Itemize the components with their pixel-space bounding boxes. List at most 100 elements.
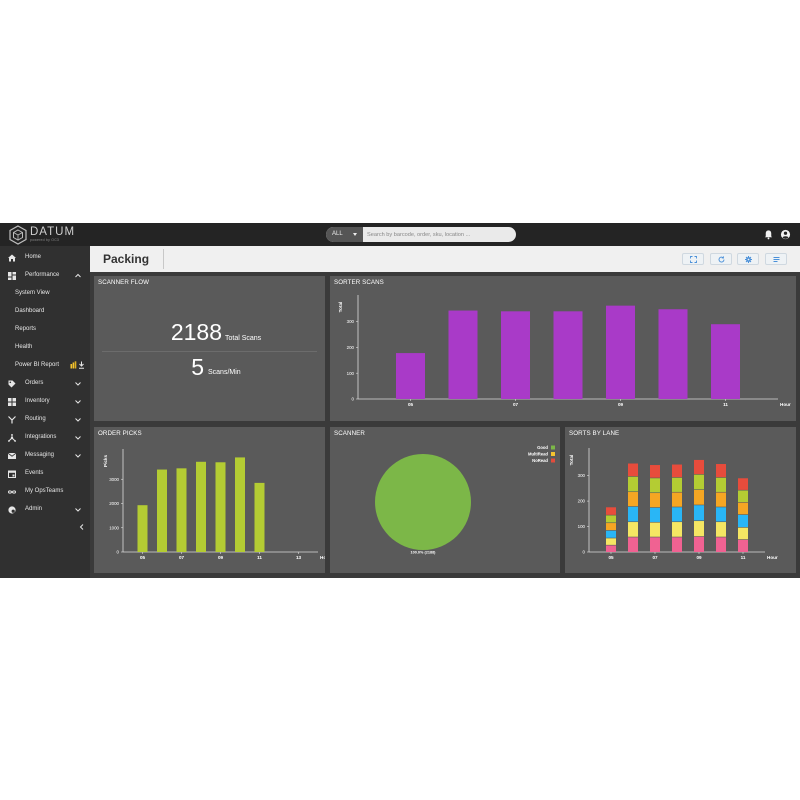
x-axis-title: Hour [767,555,778,560]
sidebar-item-label: Messaging [25,452,55,458]
sidebar-item-label: Inventory [25,398,50,404]
sidebar-item-label: System View [15,290,50,296]
routing-icon [8,416,16,424]
dashboard-icon [8,272,16,280]
stacked-bar-segment [716,522,726,537]
stacked-bar-segment [672,492,682,507]
legend-swatch [551,452,555,456]
bar [196,461,206,552]
y-tick-label: 0 [117,550,120,555]
pie-data-label: 100.0% (2188) [411,551,437,555]
bar [606,305,635,399]
sorter-scans-chart: 0 100 200 300 05 07 09 11 Hour Total [338,295,791,407]
sidebar-item-label: Events [25,470,44,476]
stacked-bar-segment [628,537,638,552]
stacked-bar-segment [628,492,638,507]
stacked-bar-segment [606,523,616,531]
x-tick-label: 11 [723,402,728,407]
chevron-down-icon [75,508,81,512]
y-tick-label: 3000 [109,477,119,482]
stacked-bar-segment [650,522,660,537]
y-tick-label: 0 [352,397,355,402]
sidebar-item-label: Routing [25,416,46,422]
sorts-by-lane-panel: SORTS BY LANE 0 100 200 300 05 07 09 11 Hour Tota… [565,427,796,573]
admin-icon [8,506,16,514]
menu-button[interactable] [765,253,787,265]
sidebar-item-label: Admin [25,506,43,512]
scanner-flow-panel: SCANNER FLOW 2188 Total Scans 5 Scans/Mi… [94,276,325,421]
collapse-sidebar-icon[interactable] [79,524,85,530]
power-bi-download-icons[interactable] [70,361,86,369]
bar [157,469,167,552]
y-axis-title: Picks [103,455,108,467]
top-bar: DATUM powered by OC3 ALL [0,223,800,246]
sidebar-item-label: Health [15,344,33,350]
calendar-icon [8,470,16,478]
legend-swatch [551,445,555,450]
account-icon[interactable] [780,229,791,240]
stacked-bar-segment [650,465,660,478]
chevron-down-icon [75,400,81,404]
stacked-bar-segment [606,515,616,523]
grid-icon [8,398,16,406]
datum-logo[interactable]: DATUM powered by OC3 [8,225,88,245]
stacked-bar-segment [606,545,616,552]
sidebar-item-reports[interactable]: Reports [0,321,90,339]
bell-icon[interactable] [763,229,774,240]
home-icon [8,254,16,262]
fullscreen-button[interactable] [682,253,704,265]
scans-per-min-label: Scans/Min [208,369,241,376]
x-tick-label: 09 [218,555,224,560]
sidebar-item-label: Reports [15,326,37,332]
logo-subtext: powered by OC3 [30,238,60,242]
total-scans-label: Total Scans [225,335,262,342]
pie-slice [375,454,471,550]
sidebar-item-orders[interactable]: Orders [0,375,90,393]
sidebar-item-dashboard[interactable]: Dashboard [0,303,90,321]
search-input[interactable] [364,227,516,242]
sidebar-item-events[interactable]: Events [0,465,90,483]
stacked-bar-segment [650,478,660,493]
stacked-bar-segment [694,489,704,505]
scanner-panel: SCANNER 100.0% (2188) Good MultiRead NoRead [330,427,560,573]
stacked-bar-segment [672,537,682,552]
sidebar-item-performance[interactable]: Performance [0,267,90,285]
page-title: Packing [103,252,150,266]
infinity-icon [8,490,16,494]
stacked-bar-segment [628,522,638,537]
sidebar-item-label: Home [25,254,42,260]
datum-logo-icon [9,225,27,245]
sidebar-item-home[interactable]: Home [0,249,90,267]
x-axis-title: Hour [780,402,791,407]
sidebar-item-admin[interactable]: Admin [0,501,90,519]
hub-icon [8,434,16,442]
bar [553,311,583,399]
stacked-bar-segment [606,507,616,515]
sidebar-item-health[interactable]: Health [0,339,90,357]
settings-button[interactable] [737,253,759,265]
search-scope-dropdown[interactable]: ALL [326,227,363,242]
sidebar-item-inventory[interactable]: Inventory [0,393,90,411]
sidebar-item-messaging[interactable]: Messaging [0,447,90,465]
panel-title: ORDER PICKS [98,430,142,437]
stacked-bar-segment [650,493,660,508]
chevron-down-icon [75,436,81,440]
sidebar-item-label: Power BI Report [15,362,60,368]
x-tick-label: 07 [652,555,658,560]
stacked-bar-segment [628,476,638,492]
sidebar-item-system-view[interactable]: System View [0,285,90,303]
bar [235,457,245,552]
stacked-bar-segment [716,477,726,492]
stacked-bar-segment [694,521,704,537]
refresh-button[interactable] [710,253,732,265]
chevron-down-icon [75,382,81,386]
y-tick-label: 100 [578,524,586,529]
stacked-bar-segment [716,507,726,522]
stacked-bar-segment [694,474,704,490]
sidebar-item-power-bi-report[interactable]: Power BI Report [0,357,90,375]
sidebar-item-integrations[interactable]: Integrations [0,429,90,447]
stacked-bar-segment [738,502,748,515]
sidebar-item-routing[interactable]: Routing [0,411,90,429]
sidebar-item-my-opsteams[interactable]: My OpsTeams [0,483,90,501]
y-tick-label: 300 [578,473,586,478]
